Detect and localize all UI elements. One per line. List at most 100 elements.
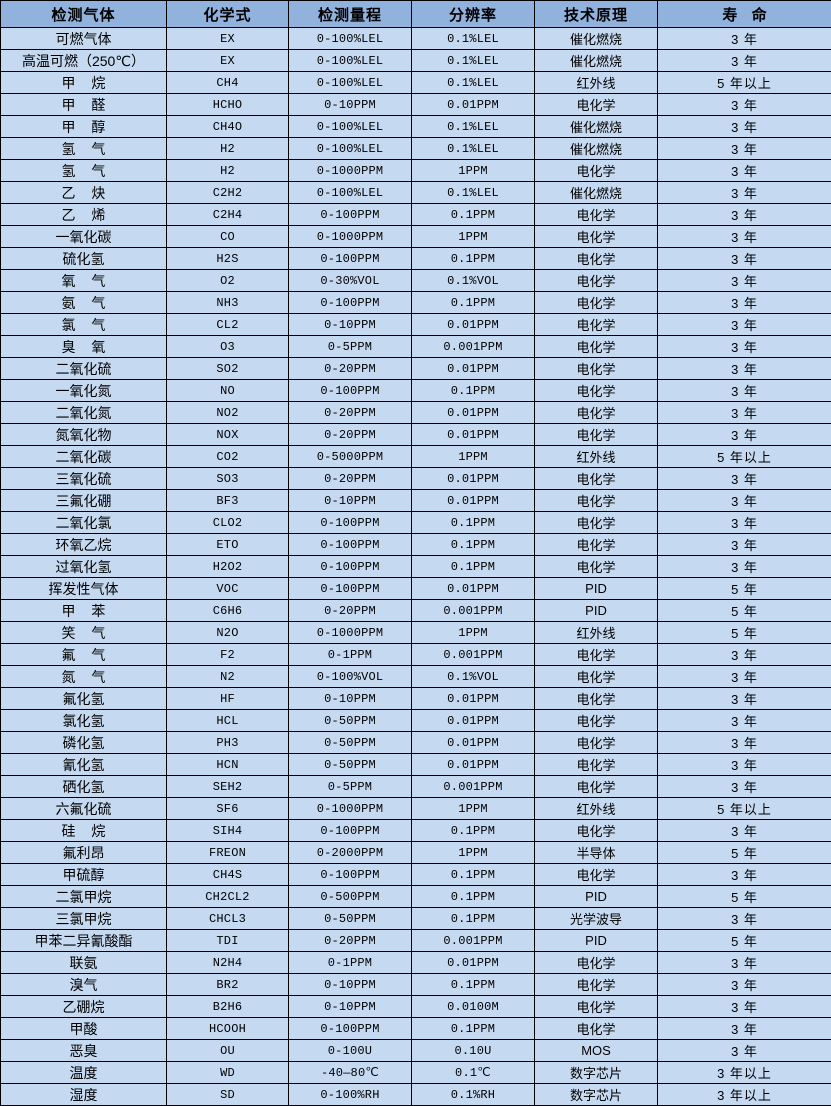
cell-life: 3 年以上 (658, 1062, 831, 1084)
cell-gas: 氮氧化物 (1, 424, 167, 446)
cell-technology: 电化学 (535, 270, 658, 292)
cell-gas: 硅 烷 (1, 820, 167, 842)
cell-technology: 电化学 (535, 490, 658, 512)
cell-gas: 氰化氢 (1, 754, 167, 776)
cell-gas: 氧 气 (1, 270, 167, 292)
cell-gas: 氮 气 (1, 666, 167, 688)
cell-resolution: 0.001PPM (412, 776, 535, 798)
cell-formula: NOX (167, 424, 289, 446)
cell-technology: 红外线 (535, 798, 658, 820)
cell-formula: N2H4 (167, 952, 289, 974)
cell-formula: C2H4 (167, 204, 289, 226)
cell-resolution: 0.1PPM (412, 974, 535, 996)
cell-range: 0-1PPM (289, 952, 412, 974)
cell-gas: 环氧乙烷 (1, 534, 167, 556)
cell-technology: 电化学 (535, 292, 658, 314)
cell-life: 3 年 (658, 292, 831, 314)
cell-gas: 二氧化碳 (1, 446, 167, 468)
column-header-technology: 技术原理 (535, 1, 658, 28)
cell-technology: 红外线 (535, 622, 658, 644)
cell-gas: 氨 气 (1, 292, 167, 314)
cell-resolution: 0.1PPM (412, 908, 535, 930)
cell-resolution: 0.001PPM (412, 930, 535, 952)
cell-gas: 甲 醇 (1, 116, 167, 138)
cell-formula: N2 (167, 666, 289, 688)
cell-technology: 电化学 (535, 512, 658, 534)
cell-formula: F2 (167, 644, 289, 666)
cell-life: 5 年 (658, 930, 831, 952)
cell-technology: 电化学 (535, 424, 658, 446)
cell-formula: EX (167, 28, 289, 50)
cell-gas: 乙硼烷 (1, 996, 167, 1018)
cell-gas: 二氧化硫 (1, 358, 167, 380)
cell-resolution: 0.1℃ (412, 1062, 535, 1084)
cell-technology: 半导体 (535, 842, 658, 864)
cell-life: 3 年 (658, 666, 831, 688)
cell-range: 0-100PPM (289, 380, 412, 402)
cell-gas: 三氟化硼 (1, 490, 167, 512)
cell-technology: MOS (535, 1040, 658, 1062)
cell-technology: 电化学 (535, 204, 658, 226)
cell-technology: 电化学 (535, 974, 658, 996)
cell-resolution: 0.01PPM (412, 468, 535, 490)
cell-technology: 催化燃烧 (535, 138, 658, 160)
cell-range: 0-20PPM (289, 468, 412, 490)
cell-gas: 甲硫醇 (1, 864, 167, 886)
cell-technology: 电化学 (535, 380, 658, 402)
cell-gas: 六氟化硫 (1, 798, 167, 820)
cell-formula: TDI (167, 930, 289, 952)
cell-life: 5 年以上 (658, 72, 831, 94)
cell-gas: 联氨 (1, 952, 167, 974)
cell-resolution: 0.01PPM (412, 710, 535, 732)
cell-formula: CH2CL2 (167, 886, 289, 908)
cell-technology: 红外线 (535, 446, 658, 468)
cell-gas: 甲 醛 (1, 94, 167, 116)
cell-formula: CH4S (167, 864, 289, 886)
cell-technology: 电化学 (535, 1018, 658, 1040)
cell-range: 0-100%LEL (289, 182, 412, 204)
cell-life: 3 年 (658, 688, 831, 710)
cell-technology: 红外线 (535, 72, 658, 94)
cell-gas: 氟化氢 (1, 688, 167, 710)
cell-resolution: 0.1PPM (412, 556, 535, 578)
cell-formula: O2 (167, 270, 289, 292)
cell-technology: 电化学 (535, 314, 658, 336)
cell-range: 0-5PPM (289, 776, 412, 798)
cell-technology: 电化学 (535, 94, 658, 116)
cell-range: 0-500PPM (289, 886, 412, 908)
cell-resolution: 0.1PPM (412, 864, 535, 886)
cell-formula: VOC (167, 578, 289, 600)
cell-resolution: 0.10U (412, 1040, 535, 1062)
cell-gas: 湿度 (1, 1084, 167, 1106)
cell-formula: N2O (167, 622, 289, 644)
cell-technology: 电化学 (535, 776, 658, 798)
cell-range: 0-1000PPM (289, 798, 412, 820)
cell-technology: 电化学 (535, 666, 658, 688)
cell-life: 3 年 (658, 424, 831, 446)
cell-formula: CL2 (167, 314, 289, 336)
cell-gas: 三氯甲烷 (1, 908, 167, 930)
cell-formula: B2H6 (167, 996, 289, 1018)
cell-gas: 一氧化氮 (1, 380, 167, 402)
cell-formula: HCOOH (167, 1018, 289, 1040)
cell-technology: 电化学 (535, 820, 658, 842)
cell-resolution: 0.1%LEL (412, 28, 535, 50)
cell-gas: 氢 气 (1, 160, 167, 182)
cell-formula: CH4 (167, 72, 289, 94)
cell-life: 3 年 (658, 512, 831, 534)
cell-technology: 电化学 (535, 952, 658, 974)
cell-range: 0-10PPM (289, 996, 412, 1018)
